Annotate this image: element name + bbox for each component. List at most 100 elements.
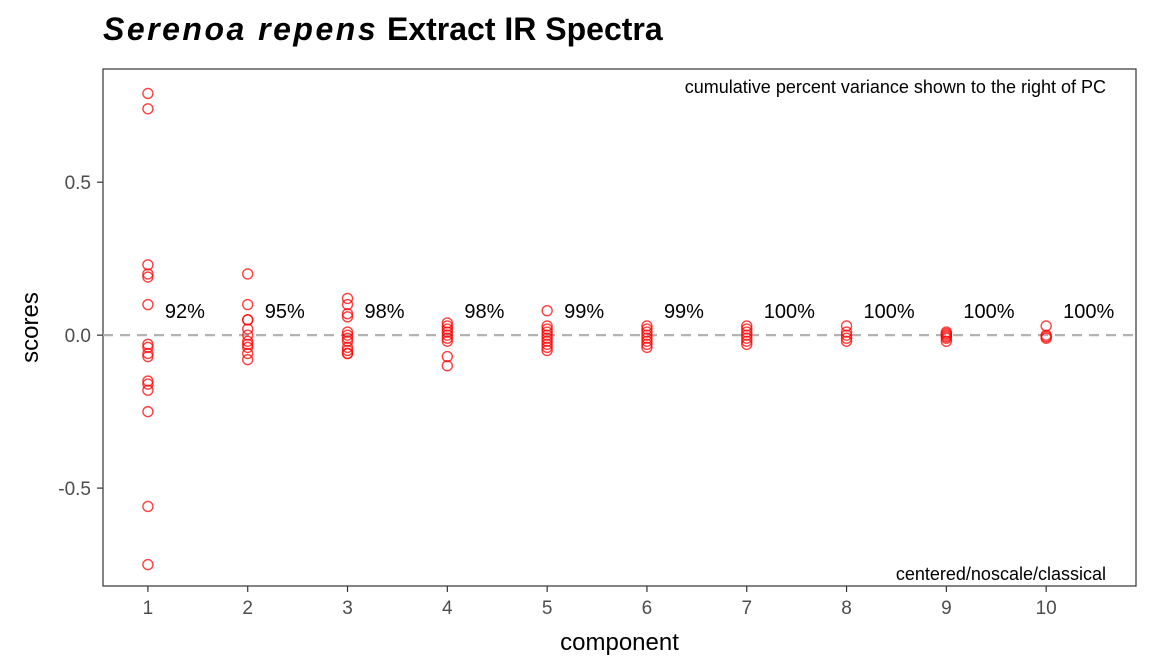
- score-point: [541, 304, 553, 317]
- score-point: [341, 344, 354, 357]
- score-point: [541, 335, 553, 347]
- score-point: [242, 353, 254, 366]
- annotation-top-right: cumulative percent variance shown to the…: [685, 77, 1106, 97]
- score-point: [541, 332, 553, 344]
- score-point: [341, 298, 354, 311]
- score-point: [741, 338, 753, 351]
- score-point: [741, 320, 753, 332]
- score-point: [541, 344, 553, 357]
- score-point: [541, 341, 553, 354]
- score-point: [940, 335, 953, 347]
- score-point: [441, 317, 454, 329]
- variance-label: 98%: [464, 301, 504, 323]
- score-point: [242, 329, 254, 341]
- score-point: [641, 332, 653, 344]
- score-point: [142, 500, 154, 513]
- score-point: [341, 329, 354, 341]
- score-point: [641, 338, 653, 351]
- score-point: [341, 335, 354, 347]
- variance-label: 100%: [864, 301, 915, 323]
- score-point: [142, 350, 154, 363]
- variance-label: 100%: [764, 301, 815, 323]
- variance-label: 100%: [963, 301, 1014, 323]
- score-point: [441, 350, 454, 363]
- variance-label: 99%: [664, 301, 704, 323]
- score-point: [242, 298, 254, 311]
- score-point: [840, 335, 853, 347]
- score-point: [441, 332, 454, 344]
- score-point: [242, 341, 254, 354]
- score-point: [741, 335, 753, 347]
- score-point: [341, 308, 354, 320]
- annotation-bottom-right: centered/noscale/classical: [896, 564, 1106, 584]
- score-point: [341, 311, 354, 323]
- score-point: [541, 323, 553, 335]
- score-point: [641, 335, 653, 347]
- y-tick-label: -0.5: [58, 479, 91, 500]
- score-point: [741, 332, 753, 344]
- score-point: [341, 332, 354, 344]
- score-point: [142, 271, 154, 283]
- x-tick-label: 4: [442, 598, 453, 619]
- score-point: [142, 298, 154, 311]
- score-point: [341, 341, 354, 354]
- x-tick-label: 9: [941, 598, 952, 619]
- score-point: [242, 338, 254, 351]
- score-point: [641, 341, 653, 354]
- score-point: [641, 326, 653, 338]
- score-point: [142, 405, 154, 418]
- variance-label: 98%: [365, 301, 405, 323]
- x-tick-label: 8: [841, 598, 852, 619]
- score-point: [142, 341, 154, 354]
- chart-title: Serenoa repens Extract IR Spectra: [103, 11, 663, 47]
- chart-title-italic: Serenoa repens: [103, 11, 378, 47]
- y-tick-label: 0.5: [65, 173, 91, 194]
- x-tick-label: 10: [1036, 598, 1057, 619]
- score-point: [341, 347, 354, 360]
- score-point: [142, 103, 154, 115]
- y-tick-label: 0.0: [65, 326, 91, 347]
- score-point: [441, 335, 454, 347]
- score-point: [840, 320, 853, 332]
- score-point: [741, 323, 753, 335]
- score-point: [541, 338, 553, 351]
- score-point: [641, 323, 653, 335]
- x-tick-label: 2: [242, 598, 253, 619]
- score-point: [541, 329, 553, 341]
- score-point: [541, 326, 553, 338]
- score-point: [741, 326, 753, 338]
- score-point: [441, 360, 454, 372]
- score-point: [242, 347, 254, 360]
- x-axis-title: component: [560, 629, 679, 656]
- score-point: [441, 329, 454, 341]
- score-point: [441, 320, 454, 332]
- variance-label: 99%: [564, 301, 604, 323]
- score-point: [142, 384, 154, 396]
- score-point: [242, 323, 254, 335]
- score-point: [242, 268, 254, 280]
- score-point: [441, 323, 454, 335]
- score-point: [242, 314, 254, 326]
- score-point: [341, 292, 354, 305]
- x-tick-label: 6: [642, 598, 653, 619]
- score-point: [242, 335, 254, 347]
- score-point: [840, 332, 853, 344]
- score-point: [142, 259, 154, 271]
- score-point: [541, 320, 553, 332]
- variance-label: 95%: [265, 301, 305, 323]
- score-point: [741, 329, 753, 341]
- score-point: [840, 329, 853, 341]
- score-point: [1040, 320, 1052, 332]
- score-point: [441, 326, 454, 338]
- score-point: [142, 347, 154, 360]
- y-axis-title: scores: [17, 292, 44, 363]
- score-point: [641, 320, 653, 332]
- chart-title-rest: Extract IR Spectra: [387, 11, 663, 47]
- score-point: [341, 326, 354, 338]
- score-point: [142, 338, 154, 351]
- score-point: [142, 378, 154, 390]
- score-point: [142, 375, 154, 387]
- score-point: [641, 329, 653, 341]
- score-point: [142, 558, 154, 571]
